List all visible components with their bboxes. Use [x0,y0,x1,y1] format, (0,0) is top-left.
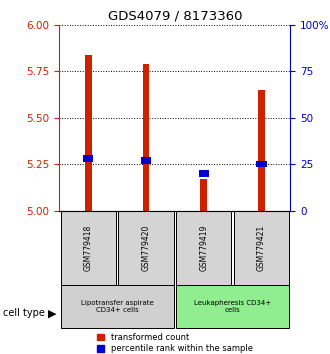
FancyBboxPatch shape [60,285,174,329]
Bar [200,179,207,211]
FancyBboxPatch shape [118,211,174,285]
FancyBboxPatch shape [60,211,116,285]
Bar [83,155,93,162]
Bar [258,90,265,211]
Text: GSM779418: GSM779418 [84,225,93,271]
FancyBboxPatch shape [176,285,289,329]
Text: cell type: cell type [3,308,45,318]
Legend: transformed count, percentile rank within the sample: transformed count, percentile rank withi… [97,333,252,353]
Text: Leukapheresis CD34+
cells: Leukapheresis CD34+ cells [194,299,271,313]
Text: GSM779419: GSM779419 [199,224,208,271]
Text: ▶: ▶ [48,308,56,318]
FancyBboxPatch shape [176,211,231,285]
Text: GSM779421: GSM779421 [257,225,266,271]
Text: GSM779420: GSM779420 [142,224,150,271]
Bar [199,170,209,177]
Bar [85,55,92,211]
Bar [141,157,151,164]
Title: GDS4079 / 8173360: GDS4079 / 8173360 [108,9,242,22]
Text: Lipotransfer aspirate
CD34+ cells: Lipotransfer aspirate CD34+ cells [81,299,153,313]
FancyBboxPatch shape [234,211,289,285]
Bar [256,161,267,167]
Bar [143,64,149,211]
